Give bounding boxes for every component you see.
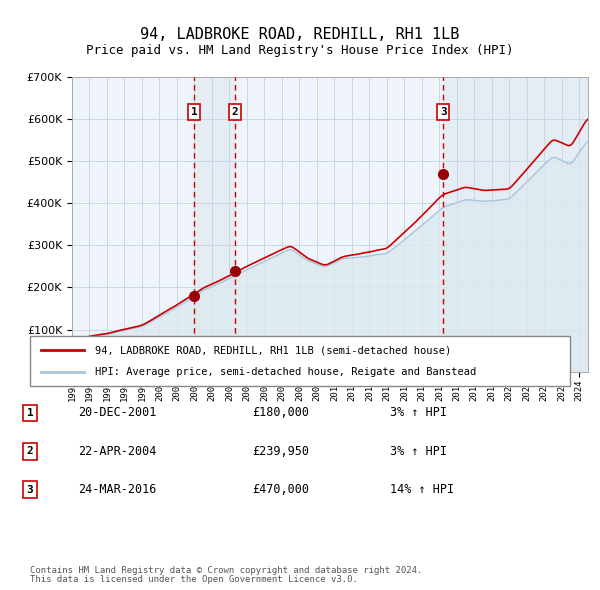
- FancyBboxPatch shape: [30, 336, 570, 386]
- Text: Contains HM Land Registry data © Crown copyright and database right 2024.: Contains HM Land Registry data © Crown c…: [30, 566, 422, 575]
- Text: 3% ↑ HPI: 3% ↑ HPI: [390, 445, 447, 458]
- Text: 3: 3: [440, 107, 447, 117]
- Text: 3: 3: [26, 485, 34, 494]
- Text: 94, LADBROKE ROAD, REDHILL, RH1 1LB (semi-detached house): 94, LADBROKE ROAD, REDHILL, RH1 1LB (sem…: [95, 345, 451, 355]
- Text: 24-MAR-2016: 24-MAR-2016: [78, 483, 157, 496]
- Text: £239,950: £239,950: [252, 445, 309, 458]
- Text: £180,000: £180,000: [252, 407, 309, 419]
- Text: 14% ↑ HPI: 14% ↑ HPI: [390, 483, 454, 496]
- Bar: [443, 77, 588, 372]
- Text: 2: 2: [26, 447, 34, 456]
- Text: 1: 1: [26, 408, 34, 418]
- Text: Price paid vs. HM Land Registry's House Price Index (HPI): Price paid vs. HM Land Registry's House …: [86, 44, 514, 57]
- Text: 2: 2: [232, 107, 238, 117]
- Text: 94, LADBROKE ROAD, REDHILL, RH1 1LB: 94, LADBROKE ROAD, REDHILL, RH1 1LB: [140, 27, 460, 41]
- Text: HPI: Average price, semi-detached house, Reigate and Banstead: HPI: Average price, semi-detached house,…: [95, 368, 476, 378]
- Text: 1: 1: [191, 107, 197, 117]
- Text: 22-APR-2004: 22-APR-2004: [78, 445, 157, 458]
- Bar: [194, 77, 235, 372]
- Text: 20-DEC-2001: 20-DEC-2001: [78, 407, 157, 419]
- Text: 3% ↑ HPI: 3% ↑ HPI: [390, 407, 447, 419]
- Text: This data is licensed under the Open Government Licence v3.0.: This data is licensed under the Open Gov…: [30, 575, 358, 584]
- Text: £470,000: £470,000: [252, 483, 309, 496]
